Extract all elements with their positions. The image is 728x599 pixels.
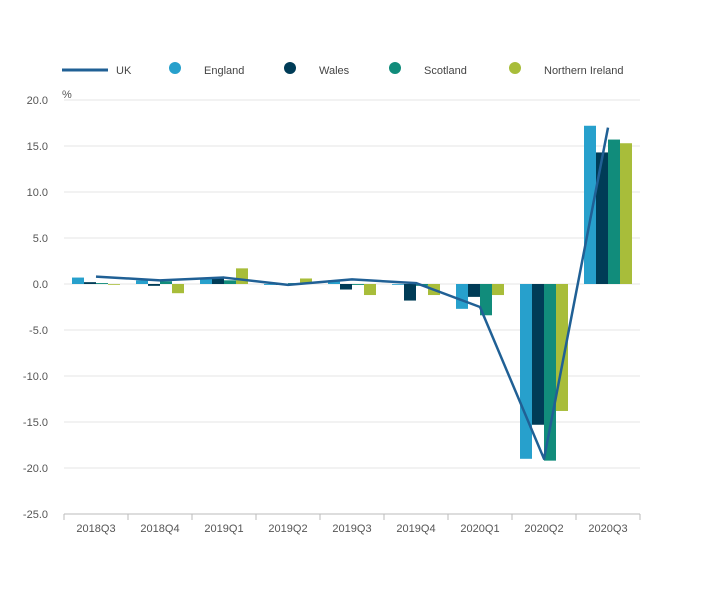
bar-scotland-2019q3 bbox=[352, 284, 364, 285]
bar-northern-ireland-2020q3 bbox=[620, 143, 632, 284]
legend-label-wales: Wales bbox=[319, 65, 350, 77]
x-tick-label: 2019Q1 bbox=[204, 523, 243, 535]
y-tick-label: -25.0 bbox=[23, 509, 48, 521]
bar-scotland-2018q3 bbox=[96, 283, 108, 284]
x-tick-label: 2020Q1 bbox=[460, 523, 499, 535]
bar-wales-2020q1 bbox=[468, 284, 480, 297]
legend-swatch-england bbox=[169, 62, 181, 74]
legend: UK England Wales Scotland Northern Ireland bbox=[62, 62, 624, 77]
legend-label-northern-ireland: Northern Ireland bbox=[544, 65, 624, 77]
legend-swatch-scotland bbox=[389, 62, 401, 74]
uk-line-series bbox=[95, 127, 610, 461]
x-tick-label: 2020Q2 bbox=[524, 523, 563, 535]
x-tick-label: 2020Q3 bbox=[588, 523, 627, 535]
y-tick-label: -20.0 bbox=[23, 463, 48, 475]
bar-england-2020q2 bbox=[520, 284, 532, 459]
bar-wales-2019q1 bbox=[212, 278, 224, 284]
x-tick-label: 2019Q3 bbox=[332, 523, 371, 535]
bar-northern-ireland-2018q3 bbox=[108, 284, 120, 285]
y-tick-label: 10.0 bbox=[27, 187, 48, 199]
bar-england-2018q4 bbox=[136, 280, 148, 284]
x-tick-label: 2019Q4 bbox=[396, 523, 435, 535]
y-tick-label: 0.0 bbox=[33, 279, 48, 291]
bar-wales-2020q3 bbox=[596, 152, 608, 284]
bar-wales-2020q2 bbox=[532, 284, 544, 425]
bar-england-2019q1 bbox=[200, 278, 212, 284]
y-axis-unit-label: % bbox=[62, 89, 72, 101]
bar-england-2019q4 bbox=[392, 284, 404, 285]
x-tick-label: 2018Q4 bbox=[140, 523, 179, 535]
y-tick-label: 15.0 bbox=[27, 141, 48, 153]
y-tick-label: 20.0 bbox=[27, 95, 48, 107]
legend-label-uk: UK bbox=[116, 65, 132, 77]
x-tick-label: 2018Q3 bbox=[76, 523, 115, 535]
bar-wales-2018q3 bbox=[84, 282, 96, 284]
bar-scotland-2019q1 bbox=[224, 280, 236, 284]
bar-northern-ireland-2019q1 bbox=[236, 268, 248, 284]
bar-scotland-2020q1 bbox=[480, 284, 492, 316]
legend-label-scotland: Scotland bbox=[424, 65, 467, 77]
bar-wales-2019q3 bbox=[340, 284, 352, 290]
bar-scotland-2020q3 bbox=[608, 139, 620, 284]
legend-swatch-wales bbox=[284, 62, 296, 74]
bar-northern-ireland-2020q1 bbox=[492, 284, 504, 296]
x-axis: 2018Q3 2018Q4 2019Q1 2019Q2 2019Q3 2019Q4 2020… bbox=[63, 514, 641, 535]
bar-northern-ireland-2019q2 bbox=[300, 278, 312, 284]
bar-wales-2018q4 bbox=[148, 284, 160, 286]
y-tick-label: -10.0 bbox=[23, 371, 48, 383]
legend-label-england: England bbox=[204, 65, 244, 77]
bar-wales-2019q4 bbox=[404, 284, 416, 301]
bars bbox=[72, 125, 632, 461]
legend-swatch-northern-ireland bbox=[509, 62, 521, 74]
y-tick-label: -15.0 bbox=[23, 417, 48, 429]
y-tick-label: 5.0 bbox=[33, 233, 48, 245]
bar-northern-ireland-2019q3 bbox=[364, 284, 376, 296]
bar-scotland-2018q4 bbox=[160, 281, 172, 284]
y-tick-label: -5.0 bbox=[29, 325, 48, 337]
bar-england-2020q3 bbox=[584, 125, 596, 284]
y-axis: 20.0 15.0 10.0 5.0 0.0 -5.0 -10.0 -15.0 -20.0 -25… bbox=[23, 95, 48, 521]
bar-northern-ireland-2018q4 bbox=[172, 284, 184, 294]
bar-england-2019q2 bbox=[264, 284, 276, 285]
bar-england-2020q1 bbox=[456, 284, 468, 309]
x-tick-label: 2019Q2 bbox=[268, 523, 307, 535]
bar-england-2018q3 bbox=[72, 277, 84, 284]
